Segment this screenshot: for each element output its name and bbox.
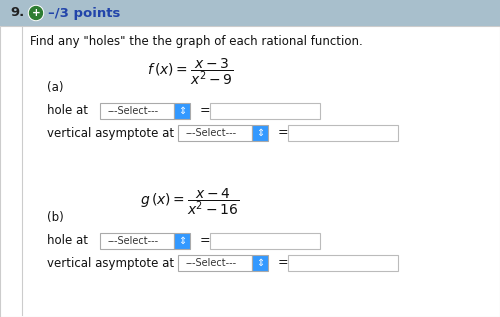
Text: =: = (278, 126, 288, 139)
Text: ⇕: ⇕ (256, 128, 264, 138)
Text: ---Select---: ---Select--- (186, 258, 236, 268)
Text: hole at: hole at (47, 235, 88, 248)
Circle shape (30, 7, 43, 20)
FancyBboxPatch shape (178, 255, 252, 271)
Text: =: = (200, 235, 210, 248)
Text: vertical asymptote at: vertical asymptote at (47, 126, 174, 139)
Text: ---Select---: ---Select--- (108, 106, 158, 116)
FancyBboxPatch shape (174, 103, 190, 119)
Text: =: = (278, 256, 288, 269)
FancyBboxPatch shape (100, 233, 174, 249)
Text: $g\,(x)=\dfrac{x-4}{x^2-16}$: $g\,(x)=\dfrac{x-4}{x^2-16}$ (140, 186, 239, 217)
Text: –/3 points: –/3 points (48, 7, 120, 20)
Bar (0, 0, 500, 26)
Bar (210, 233, 320, 249)
FancyBboxPatch shape (100, 103, 174, 119)
FancyBboxPatch shape (252, 255, 268, 271)
FancyBboxPatch shape (252, 125, 268, 141)
Text: Find any "holes" the the graph of each rational function.: Find any "holes" the the graph of each r… (30, 36, 363, 49)
Text: ---Select---: ---Select--- (186, 128, 236, 138)
Text: $f\,(x)=\dfrac{x-3}{x^2-9}$: $f\,(x)=\dfrac{x-3}{x^2-9}$ (146, 56, 234, 87)
Text: vertical asymptote at: vertical asymptote at (47, 256, 174, 269)
FancyBboxPatch shape (174, 233, 190, 249)
Text: 9.: 9. (10, 7, 24, 20)
Bar (210, 103, 320, 119)
Text: +: + (32, 8, 40, 18)
Bar (288, 255, 398, 271)
FancyBboxPatch shape (178, 125, 252, 141)
Text: =: = (200, 105, 210, 118)
Text: (b): (b) (47, 211, 64, 224)
Text: (a): (a) (47, 81, 64, 94)
Text: ⇕: ⇕ (178, 106, 186, 116)
Text: ---Select---: ---Select--- (108, 236, 158, 246)
Circle shape (28, 5, 44, 21)
Text: ⇕: ⇕ (178, 236, 186, 246)
Bar (288, 125, 398, 141)
Text: hole at: hole at (47, 105, 88, 118)
Text: ⇕: ⇕ (256, 258, 264, 268)
